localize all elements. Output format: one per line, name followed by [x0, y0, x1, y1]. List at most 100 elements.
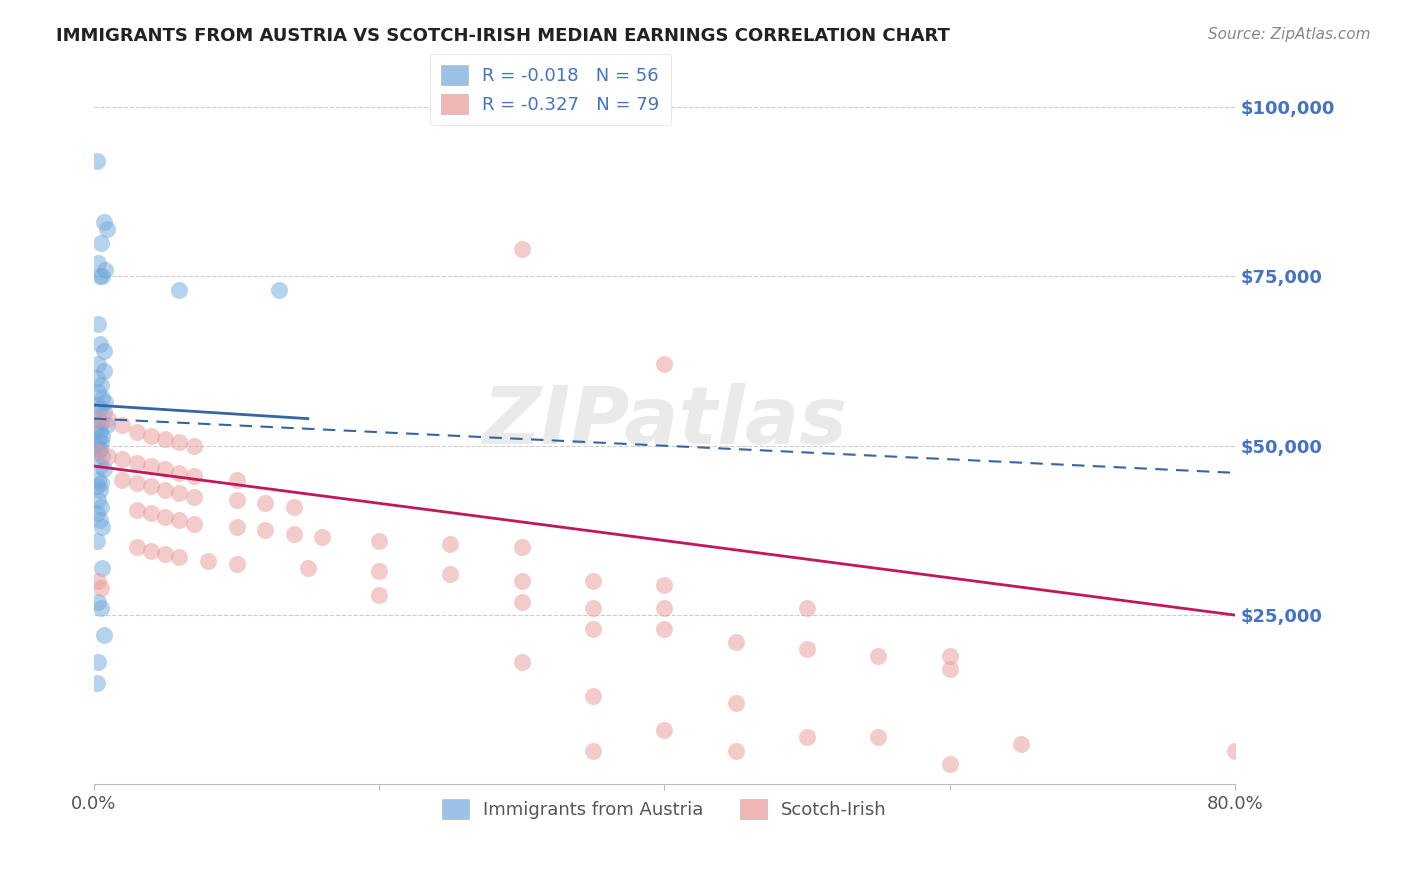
Point [183, 516, 205, 531]
Point [89, 401, 111, 416]
Point [868, 730, 890, 744]
Point [155, 547, 177, 561]
Point [86, 507, 108, 521]
Point [87, 445, 110, 459]
Point [87, 594, 110, 608]
Point [86, 398, 108, 412]
Point [90, 235, 112, 250]
Point [197, 554, 219, 568]
Point [97, 411, 120, 425]
Point [225, 492, 247, 507]
Point [654, 358, 676, 372]
Point [93, 364, 115, 378]
Point [94, 394, 117, 409]
Point [87, 574, 110, 589]
Point [86, 154, 108, 169]
Point [510, 656, 533, 670]
Point [439, 537, 461, 551]
Point [183, 439, 205, 453]
Point [90, 435, 112, 450]
Point [125, 541, 148, 555]
Point [89, 483, 111, 497]
Point [89, 337, 111, 351]
Point [169, 550, 191, 565]
Point [125, 475, 148, 490]
Point [510, 541, 533, 555]
Point [155, 432, 177, 446]
Point [155, 483, 177, 497]
Point [89, 269, 111, 284]
Point [86, 479, 108, 493]
Point [97, 449, 120, 463]
Point [311, 530, 333, 544]
Point [111, 418, 134, 433]
Point [724, 743, 747, 757]
Point [91, 392, 114, 406]
Point [225, 558, 247, 572]
Point [938, 662, 960, 676]
Point [368, 588, 391, 602]
Point [183, 490, 205, 504]
Point [86, 533, 108, 548]
Legend: Immigrants from Austria, Scotch-Irish: Immigrants from Austria, Scotch-Irish [434, 792, 894, 826]
Point [86, 675, 108, 690]
Point [91, 428, 114, 442]
Point [582, 743, 605, 757]
Point [91, 269, 114, 284]
Point [125, 425, 148, 440]
Point [582, 574, 605, 589]
Point [169, 513, 191, 527]
Point [91, 449, 114, 463]
Point [183, 469, 205, 483]
Point [90, 475, 112, 490]
Point [439, 567, 461, 582]
Point [868, 648, 890, 663]
Point [1223, 743, 1246, 757]
Point [93, 628, 115, 642]
Point [155, 509, 177, 524]
Point [139, 507, 162, 521]
Point [125, 503, 148, 517]
Point [90, 415, 112, 429]
Point [654, 723, 676, 738]
Point [654, 622, 676, 636]
Point [582, 690, 605, 704]
Point [225, 473, 247, 487]
Point [139, 428, 162, 442]
Point [368, 564, 391, 578]
Point [283, 526, 305, 541]
Point [89, 425, 111, 440]
Point [91, 560, 114, 574]
Point [510, 574, 533, 589]
Point [139, 479, 162, 493]
Point [510, 594, 533, 608]
Point [89, 513, 111, 527]
Point [139, 458, 162, 473]
Point [87, 656, 110, 670]
Point [90, 500, 112, 514]
Point [254, 524, 277, 538]
Point [87, 432, 110, 446]
Point [87, 384, 110, 399]
Point [87, 411, 110, 425]
Point [86, 422, 108, 436]
Point [90, 581, 112, 595]
Point [796, 642, 818, 657]
Point [93, 343, 115, 358]
Text: ZIPatlas: ZIPatlas [482, 383, 846, 461]
Point [96, 418, 118, 433]
Point [654, 577, 676, 591]
Point [169, 466, 191, 480]
Point [125, 456, 148, 470]
Point [89, 442, 111, 456]
Point [90, 377, 112, 392]
Point [87, 492, 110, 507]
Point [86, 371, 108, 385]
Point [87, 473, 110, 487]
Point [724, 696, 747, 710]
Text: Source: ZipAtlas.com: Source: ZipAtlas.com [1208, 27, 1371, 42]
Point [283, 500, 305, 514]
Point [254, 496, 277, 510]
Point [938, 648, 960, 663]
Point [87, 411, 110, 425]
